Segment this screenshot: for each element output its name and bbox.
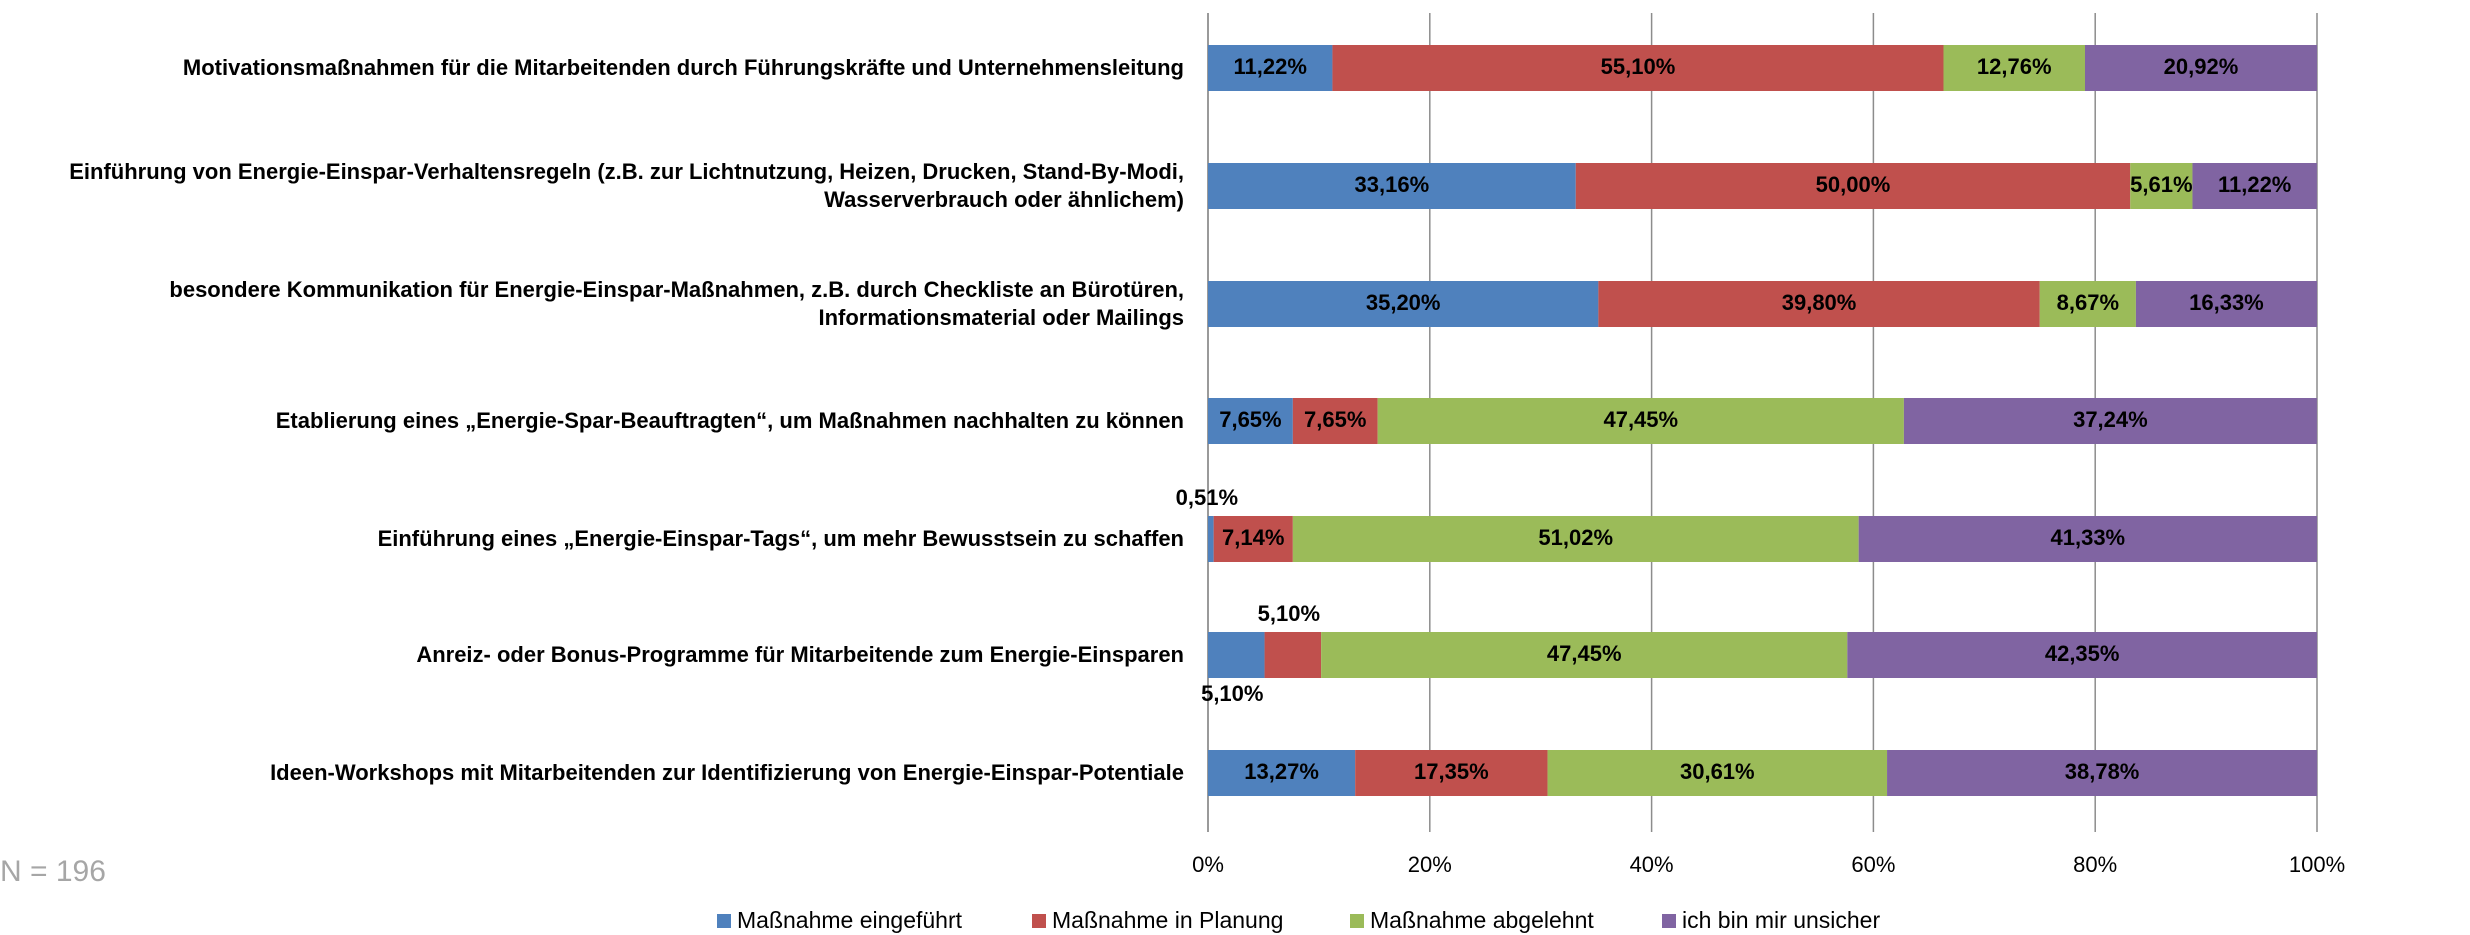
bar-segment <box>1547 750 1888 796</box>
category-label: Einführung von Energie-Einspar-Verhalten… <box>69 159 1184 212</box>
data-label: 8,67% <box>2057 290 2119 315</box>
note: N = 196 <box>0 855 106 888</box>
bar-segment <box>1887 750 2318 796</box>
bar-segment <box>1264 632 1322 678</box>
data-label: 7,14% <box>1222 525 1284 550</box>
legend-swatch <box>1350 914 1364 928</box>
bar-segment <box>1598 281 2040 327</box>
legend-label: Maßnahme abgelehnt <box>1370 907 1594 933</box>
legend-label: ich bin mir unsicher <box>1682 907 1880 933</box>
data-label: 11,22% <box>1234 54 1307 79</box>
bar-segment <box>1208 163 1576 209</box>
legend-label: Maßnahme in Planung <box>1052 907 1283 933</box>
data-label: 51,02% <box>1538 525 1613 550</box>
data-label: 41,33% <box>2051 525 2126 550</box>
bar-segment <box>1213 516 1293 562</box>
legend-swatch <box>1662 914 1676 928</box>
x-tick-label: 40% <box>1630 852 1674 877</box>
category-label: Ideen-Workshops mit Mitarbeitenden zur I… <box>270 760 1184 785</box>
data-label: 33,16% <box>1355 172 1430 197</box>
data-label: 5,61% <box>2130 172 2192 197</box>
bar-segment <box>1332 45 1944 91</box>
category-label: Motivationsmaßnahmen für die Mitarbeiten… <box>182 55 1184 80</box>
bar-segment <box>1377 398 1904 444</box>
data-label: 38,78% <box>2065 759 2140 784</box>
bar-segment <box>1208 281 1599 327</box>
data-label: 16,33% <box>2189 290 2264 315</box>
x-tick-label: 20% <box>1408 852 1452 877</box>
data-label: 5,10% <box>1201 681 1263 706</box>
bar-segment <box>1208 632 1265 678</box>
data-label: 11,22% <box>2218 172 2291 197</box>
category-label: Anreiz- oder Bonus-Programme für Mitarbe… <box>416 642 1184 667</box>
data-label: 35,20% <box>1366 290 1441 315</box>
bar-segment <box>2130 163 2193 209</box>
bar-segment <box>1208 398 1293 444</box>
bar-segment <box>1355 750 1548 796</box>
bar-segment <box>1575 163 2131 209</box>
data-label: 20,92% <box>2164 54 2239 79</box>
bar-segment <box>1208 516 1214 562</box>
data-label: 42,35% <box>2045 641 2120 666</box>
data-label: 55,10% <box>1601 54 1676 79</box>
x-tick-label: 100% <box>2289 852 2345 877</box>
bar-segment <box>2039 281 2136 327</box>
x-tick-label: 60% <box>1851 852 1895 877</box>
legend-swatch <box>717 914 731 928</box>
data-label: 50,00% <box>1816 172 1891 197</box>
data-label: 7,65% <box>1219 407 1281 432</box>
legend-swatch <box>1032 914 1046 928</box>
x-tick-label: 0% <box>1192 852 1224 877</box>
bar-segment <box>1321 632 1848 678</box>
data-label: 47,45% <box>1603 407 1678 432</box>
bar-segment <box>2084 45 2317 91</box>
bar-segment <box>2192 163 2317 209</box>
data-label: 30,61% <box>1680 759 1755 784</box>
data-label: 13,27% <box>1244 759 1319 784</box>
data-label: 7,65% <box>1304 407 1366 432</box>
data-label: 5,10% <box>1258 601 1320 626</box>
data-label: 37,24% <box>2073 407 2148 432</box>
bar-segment <box>1292 516 1859 562</box>
data-label: 47,45% <box>1547 641 1622 666</box>
bar-segment <box>1903 398 2317 444</box>
data-label: 39,80% <box>1782 290 1857 315</box>
bar-segment <box>1847 632 2317 678</box>
data-label: 17,35% <box>1414 759 1489 784</box>
x-tick-label: 80% <box>2073 852 2117 877</box>
bar-segment <box>1943 45 2085 91</box>
legend-label: Maßnahme eingeführt <box>737 907 963 933</box>
bar-segment <box>1292 398 1378 444</box>
bar-segment <box>1208 45 1333 91</box>
bar-segment <box>1208 750 1356 796</box>
bar-segment <box>1858 516 2317 562</box>
category-label: Einführung eines „Energie-Einspar-Tags“,… <box>377 526 1184 551</box>
category-label: besondere Kommunikation für Energie-Eins… <box>169 277 1184 330</box>
data-label: 12,76% <box>1977 54 2052 79</box>
bar-segment <box>2135 281 2317 327</box>
data-label: 0,51% <box>1176 485 1238 510</box>
category-label: Etablierung eines „Energie-Spar-Beauftra… <box>275 408 1184 433</box>
